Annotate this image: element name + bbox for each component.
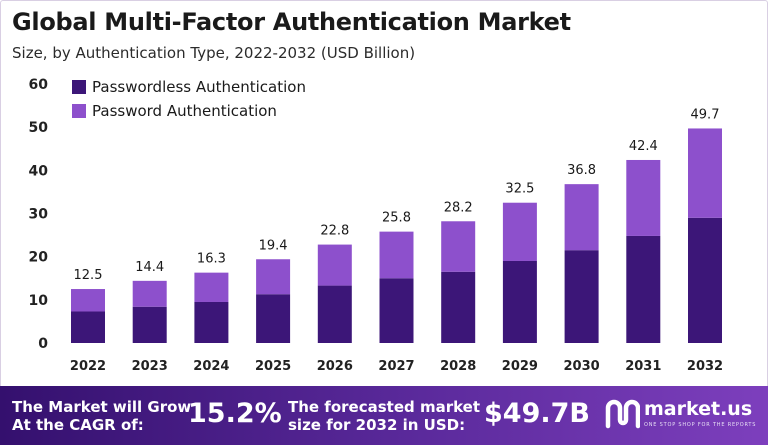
bar-passwordless <box>502 260 537 343</box>
y-tick-label: 10 <box>29 293 49 309</box>
legend-label: Password Authentication <box>92 102 277 120</box>
legend-label: Passwordless Authentication <box>92 78 306 96</box>
data-label-total: 42.4 <box>629 139 658 154</box>
forecast-text: The forecasted market size for 2032 in U… <box>288 398 480 434</box>
bar-passwordless <box>688 217 722 343</box>
data-label-total: 14.4 <box>135 260 164 275</box>
data-label-total: 22.8 <box>320 224 349 239</box>
x-tick-label: 2029 <box>502 359 538 374</box>
data-label-total: 36.8 <box>567 163 596 178</box>
forecast-line-1: The forecasted market <box>288 398 481 416</box>
data-label-total: 49.7 <box>691 107 720 122</box>
bar-passwordless <box>132 306 167 343</box>
x-tick-label: 2031 <box>625 359 661 374</box>
bar-passwordless <box>379 278 414 343</box>
bar-password <box>626 159 661 236</box>
chart-subtitle: Size, by Authentication Type, 2022-2032 … <box>12 44 416 62</box>
x-tick-label: 2028 <box>440 359 476 374</box>
x-tick-label: 2027 <box>378 359 414 374</box>
bar-passwordless <box>564 250 599 343</box>
bar-passwordless <box>317 285 352 343</box>
y-tick-label: 40 <box>29 163 49 179</box>
cagr-line-2: At the CAGR of: <box>12 416 144 434</box>
logo-name: market.us <box>644 398 753 420</box>
bar-password <box>441 221 476 272</box>
bar-passwordless <box>194 301 229 343</box>
data-label-total: 12.5 <box>74 268 103 283</box>
bar-passwordless <box>626 235 661 343</box>
chart-title: Global Multi-Factor Authentication Marke… <box>12 8 571 36</box>
market-us-logo: market.us ONE STOP SHOP FOR THE REPORTS <box>604 396 764 436</box>
x-tick-label: 2025 <box>255 359 291 374</box>
bar-password <box>688 128 722 218</box>
cagr-value: 15.2% <box>188 398 282 429</box>
data-label-total: 25.8 <box>382 211 411 226</box>
y-tick-label: 60 <box>29 77 49 93</box>
bar-passwordless <box>256 294 291 343</box>
cagr-text: The Market will Grow At the CAGR of: <box>12 398 191 434</box>
data-label-total: 32.5 <box>505 182 534 197</box>
x-tick-label: 2022 <box>70 359 106 374</box>
cagr-line-1: The Market will Grow <box>12 398 192 416</box>
y-tick-label: 20 <box>29 250 49 266</box>
data-label-total: 16.3 <box>197 252 226 267</box>
stacked-bar-chart: 010203040506012.5202214.4202316.3202419.… <box>29 77 724 374</box>
bar-password <box>317 244 352 286</box>
logo-tagline: ONE STOP SHOP FOR THE REPORTS <box>644 422 757 428</box>
bar-password <box>256 259 291 295</box>
x-tick-label: 2023 <box>132 359 168 374</box>
bar-passwordless <box>441 271 476 343</box>
bar-passwordless <box>71 311 105 343</box>
bar-password <box>379 231 414 279</box>
y-tick-label: 30 <box>29 207 49 223</box>
x-tick-label: 2030 <box>564 359 600 374</box>
bar-password <box>132 280 167 307</box>
footer-banner: The Market will Grow At the CAGR of: 15.… <box>0 386 768 445</box>
forecast-value: $49.7B <box>484 398 590 429</box>
x-tick-label: 2032 <box>687 359 723 374</box>
market-us-logo-icon <box>605 399 640 429</box>
legend-swatch-password <box>72 104 86 118</box>
bar-password <box>502 202 537 261</box>
data-label-total: 28.2 <box>444 200 473 215</box>
y-tick-label: 50 <box>29 120 49 136</box>
x-tick-label: 2024 <box>193 359 229 374</box>
x-tick-label: 2026 <box>317 359 353 374</box>
bar-password <box>564 184 599 251</box>
legend-swatch-passwordless <box>72 80 86 94</box>
y-tick-label: 0 <box>38 336 48 352</box>
data-label-total: 19.4 <box>259 238 288 253</box>
bar-password <box>71 289 105 312</box>
bar-password <box>194 272 229 302</box>
forecast-line-2: size for 2032 in USD: <box>288 416 466 434</box>
